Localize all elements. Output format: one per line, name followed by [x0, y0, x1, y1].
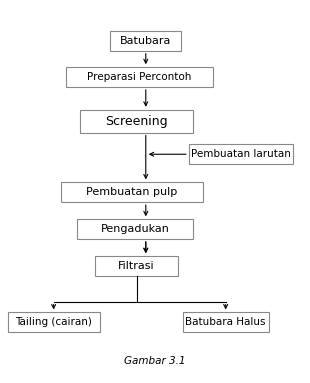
FancyBboxPatch shape [61, 182, 203, 202]
Text: Batubara: Batubara [120, 36, 171, 46]
Text: Preparasi Percontoh: Preparasi Percontoh [87, 72, 192, 82]
FancyBboxPatch shape [95, 256, 178, 276]
Text: Screening: Screening [105, 115, 168, 128]
Text: Filtrasi: Filtrasi [118, 261, 155, 271]
Text: Pengadukan: Pengadukan [100, 224, 170, 234]
Text: Pembuatan pulp: Pembuatan pulp [86, 187, 178, 197]
Text: Gambar 3.1: Gambar 3.1 [124, 356, 186, 366]
FancyBboxPatch shape [110, 31, 181, 51]
FancyBboxPatch shape [66, 67, 213, 87]
Text: Pembuatan larutan: Pembuatan larutan [191, 149, 291, 159]
FancyBboxPatch shape [183, 313, 269, 332]
FancyBboxPatch shape [7, 313, 100, 332]
Text: Tailing (cairan): Tailing (cairan) [15, 317, 92, 327]
FancyBboxPatch shape [80, 110, 193, 133]
FancyBboxPatch shape [189, 144, 293, 164]
FancyBboxPatch shape [77, 219, 193, 239]
Text: Batubara Halus: Batubara Halus [185, 317, 266, 327]
